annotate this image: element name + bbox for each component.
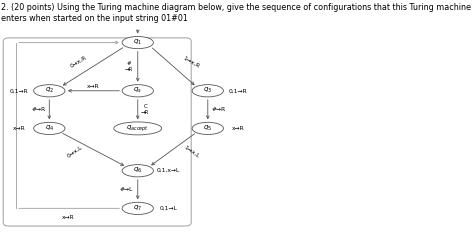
Text: $q_4$: $q_4$ xyxy=(45,124,54,133)
Text: $q_2$: $q_2$ xyxy=(45,86,54,95)
Text: 1→x,R: 1→x,R xyxy=(182,55,201,69)
Text: 0→x,L: 0→x,L xyxy=(66,145,84,159)
Text: 0,1,x→L: 0,1,x→L xyxy=(157,168,180,173)
Text: 0,1→R: 0,1→R xyxy=(9,88,28,93)
Text: $q_3$: $q_3$ xyxy=(203,86,212,95)
Text: $q_{accept}$: $q_{accept}$ xyxy=(126,123,149,134)
Ellipse shape xyxy=(122,202,154,214)
Ellipse shape xyxy=(34,122,65,134)
Text: $q_6$: $q_6$ xyxy=(133,166,142,175)
Text: 0,1→R: 0,1→R xyxy=(229,88,248,93)
Text: 1→x,L: 1→x,L xyxy=(182,145,200,159)
Text: 0→x,R: 0→x,R xyxy=(70,55,88,69)
Ellipse shape xyxy=(122,36,154,49)
Ellipse shape xyxy=(114,122,162,135)
Ellipse shape xyxy=(122,85,154,97)
Text: 0,1→L: 0,1→L xyxy=(159,206,177,211)
Text: 2. (20 points) Using the Turing machine diagram below, give the sequence of conf: 2. (20 points) Using the Turing machine … xyxy=(1,3,471,12)
Text: $q_5$: $q_5$ xyxy=(203,124,212,133)
Text: #→L: #→L xyxy=(120,187,133,192)
Text: x→R: x→R xyxy=(12,126,25,131)
Text: x→R: x→R xyxy=(87,84,100,89)
Text: #→R: #→R xyxy=(31,107,46,112)
Text: $q_7$: $q_7$ xyxy=(133,204,142,213)
Text: $q_s$: $q_s$ xyxy=(133,86,142,95)
Ellipse shape xyxy=(34,85,65,97)
Ellipse shape xyxy=(192,122,223,134)
Text: #
→R: # →R xyxy=(124,61,133,72)
Text: C
→R: C →R xyxy=(141,104,149,115)
Text: x→R: x→R xyxy=(232,126,245,131)
Text: enters when started on the input string 01#01: enters when started on the input string … xyxy=(1,14,188,23)
Text: #→R: #→R xyxy=(212,107,226,112)
Text: $q_1$: $q_1$ xyxy=(133,38,142,47)
Ellipse shape xyxy=(122,165,154,177)
Ellipse shape xyxy=(192,85,223,97)
Text: x→R: x→R xyxy=(61,215,74,220)
